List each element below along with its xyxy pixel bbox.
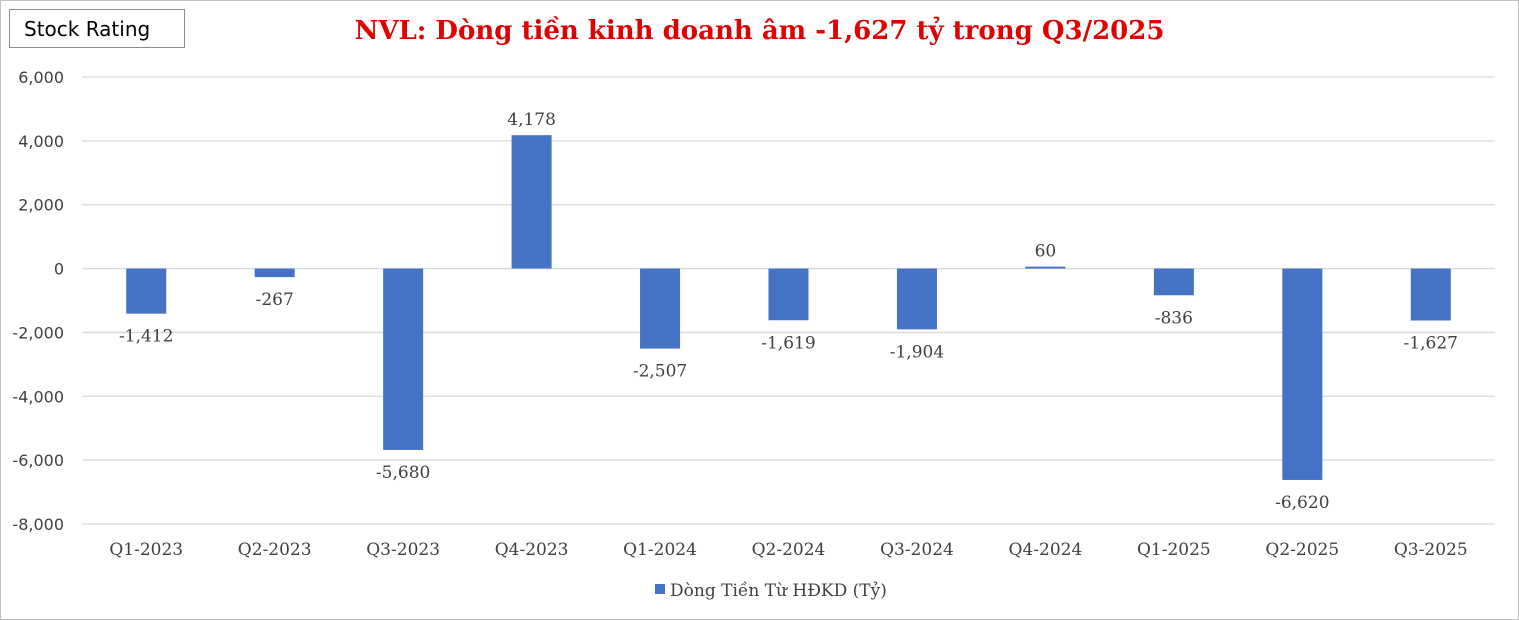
x-tick-label: Q2-2023 <box>238 540 312 560</box>
chart-title: NVL: Dòng tiền kinh doanh âm -1,627 tỷ t… <box>354 16 1165 46</box>
stock-rating-badge: Stock Rating <box>9 9 185 48</box>
legend: Dòng Tiền Từ HĐKD (Tỷ) <box>655 581 887 601</box>
data-label: 60 <box>1035 242 1057 262</box>
data-label: -6,620 <box>1275 493 1329 513</box>
data-label: -2,507 <box>633 362 687 382</box>
bar <box>768 268 809 321</box>
y-tick-label: 0 <box>54 260 64 279</box>
bar <box>1025 266 1066 269</box>
x-tick-label: Q1-2025 <box>1137 540 1211 560</box>
y-tick-label: -6,000 <box>12 451 64 470</box>
data-label: -5,680 <box>376 463 430 483</box>
x-tick-label: Q1-2023 <box>109 540 183 560</box>
data-label: -1,904 <box>890 342 944 362</box>
data-label: -267 <box>256 290 294 310</box>
bar <box>896 268 937 330</box>
y-axis-ticks: 6,000 4,000 2,000 0 -2,000 -4,000 -6,000 -8,000 <box>12 68 64 534</box>
data-labels: -1,412 -267 -5,680 4,178 -2,507 -1,619 -1,904 6… <box>119 110 1458 513</box>
x-tick-label: Q4-2023 <box>495 540 569 560</box>
bar <box>254 268 295 278</box>
x-tick-label: Q3-2023 <box>366 540 440 560</box>
bar <box>126 268 167 314</box>
data-label: -1,627 <box>1404 334 1458 354</box>
y-tick-label: -4,000 <box>12 387 64 406</box>
x-axis-ticks: Q1-2023 Q2-2023 Q3-2023 Q4-2023 Q1-2024 Q2-20… <box>109 540 1467 560</box>
x-tick-label: Q3-2025 <box>1394 540 1468 560</box>
x-tick-label: Q4-2024 <box>1009 540 1083 560</box>
data-label: 4,178 <box>507 110 556 130</box>
bar <box>1410 268 1451 321</box>
data-label: -1,619 <box>761 333 815 353</box>
legend-swatch <box>655 584 665 594</box>
legend-label: Dòng Tiền Từ HĐKD (Tỷ) <box>670 581 887 601</box>
bars <box>126 135 1451 480</box>
y-tick-label: 2,000 <box>18 196 64 215</box>
y-tick-label: 6,000 <box>18 68 64 87</box>
bar <box>640 268 681 349</box>
x-tick-label: Q2-2024 <box>752 540 826 560</box>
bar <box>511 135 552 269</box>
bar <box>1153 268 1194 296</box>
data-label: -1,412 <box>119 327 173 347</box>
data-label: -836 <box>1155 308 1193 328</box>
y-tick-label: -8,000 <box>12 515 64 534</box>
y-tick-label: 4,000 <box>18 132 64 151</box>
x-tick-label: Q3-2024 <box>880 540 954 560</box>
gridlines <box>82 76 1495 525</box>
bar <box>1282 268 1323 480</box>
bar <box>383 268 424 450</box>
y-tick-label: -2,000 <box>12 323 64 342</box>
x-tick-label: Q2-2025 <box>1265 540 1339 560</box>
x-tick-label: Q1-2024 <box>623 540 697 560</box>
